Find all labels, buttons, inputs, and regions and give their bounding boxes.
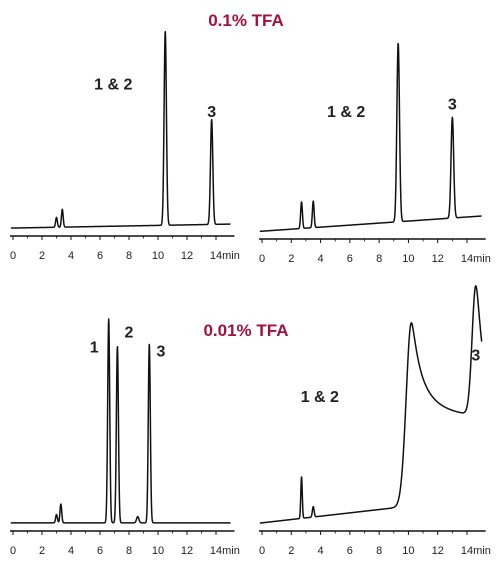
x-axis-unit: min <box>222 545 240 557</box>
x-tick-label: 2 <box>288 545 294 557</box>
chart-panel-2: 0 2 4 6 8 10 12 14 min 1 & 2 3 <box>259 42 491 265</box>
x-tick-label: 12 <box>181 250 193 262</box>
chromatogram-trace <box>259 285 483 524</box>
x-tick-label: 6 <box>347 253 353 265</box>
x-tick-label: 0 <box>259 545 265 557</box>
x-tick-label: 14 <box>210 250 222 262</box>
x-tick-label: 0 <box>10 250 16 262</box>
peak-label: 1 & 2 <box>327 104 365 121</box>
x-tick-label: 6 <box>347 545 353 557</box>
chromatogram-trace <box>259 42 483 233</box>
peak-label: 3 <box>156 343 165 360</box>
x-tick-label: 2 <box>39 250 45 262</box>
chart-title: 0.01% TFA <box>203 321 288 340</box>
x-tick-label: 14 <box>461 253 473 265</box>
x-tick-label: 8 <box>126 250 132 262</box>
peak-label: 3 <box>207 104 216 121</box>
x-tick-label: 2 <box>39 545 45 557</box>
x-tick-label: 8 <box>376 253 382 265</box>
x-axis-unit: min <box>222 250 240 262</box>
peak-label: 3 <box>448 97 457 114</box>
x-axis-unit: min <box>473 545 491 557</box>
x-tick-label: 12 <box>432 545 444 557</box>
x-axis-unit: min <box>473 253 491 265</box>
chromatogram-trace <box>10 30 232 229</box>
x-tick-label: 6 <box>97 545 103 557</box>
x-tick-label: 14 <box>210 545 222 557</box>
x-tick-label: 4 <box>68 250 74 262</box>
x-tick-label: 10 <box>152 250 164 262</box>
x-tick-label: 4 <box>318 253 324 265</box>
peak-label: 1 <box>90 339 99 356</box>
x-tick-label: 10 <box>402 545 414 557</box>
x-tick-label: 4 <box>68 545 74 557</box>
chart-panel-4: 0 2 4 6 8 10 12 14 min 1 & 2 3 <box>259 285 491 557</box>
x-tick-label: 10 <box>402 253 414 265</box>
x-tick-label: 2 <box>288 253 294 265</box>
peak-label: 2 <box>125 325 134 342</box>
x-tick-label: 10 <box>152 545 164 557</box>
x-tick-label: 0 <box>10 545 16 557</box>
x-tick-label: 6 <box>97 250 103 262</box>
x-tick-label: 14 <box>461 545 473 557</box>
chart-title: 0.1% TFA <box>208 11 284 30</box>
chromatogram-trace <box>10 318 232 524</box>
peak-label: 1 & 2 <box>94 76 132 93</box>
x-tick-label: 8 <box>376 545 382 557</box>
x-tick-label: 12 <box>181 545 193 557</box>
x-tick-label: 4 <box>318 545 324 557</box>
x-tick-label: 12 <box>432 253 444 265</box>
chart-panel-1: 0.1% TFA 0 2 4 6 8 10 12 14 min 1 & 2 3 <box>10 11 284 262</box>
x-tick-label: 0 <box>259 253 265 265</box>
peak-label: 3 <box>471 348 480 365</box>
x-tick-label: 8 <box>126 545 132 557</box>
peak-label: 1 & 2 <box>301 389 339 406</box>
